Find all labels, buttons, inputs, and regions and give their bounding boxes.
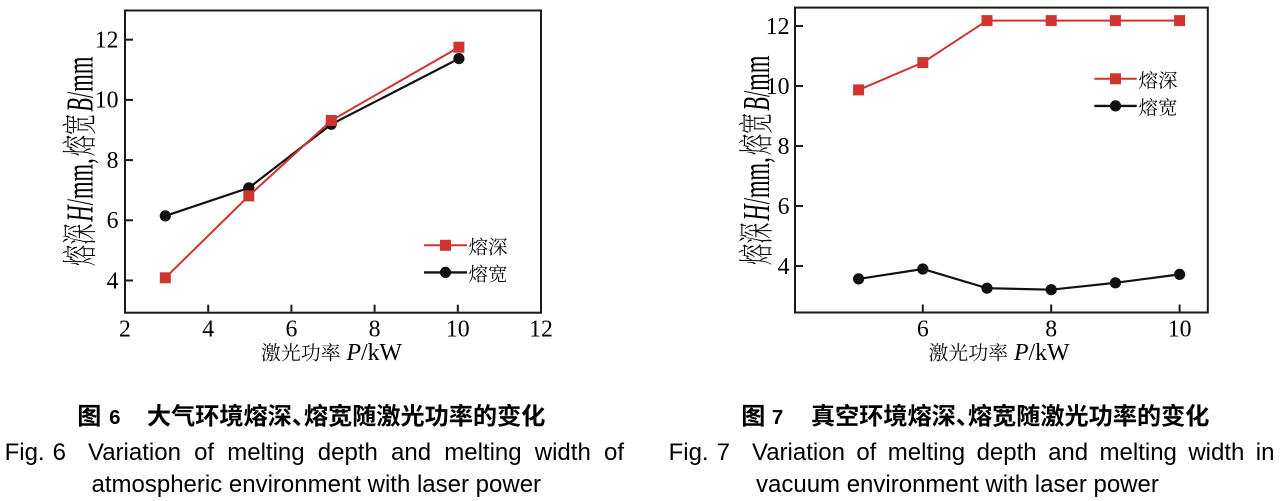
- svg-text:H/mm,: H/mm,: [735, 157, 778, 221]
- svg-text:7: 7: [772, 406, 783, 429]
- svg-text:10: 10: [1168, 316, 1192, 342]
- svg-text:4: 4: [202, 316, 214, 342]
- svg-text:B/mm: B/mm: [58, 56, 101, 112]
- svg-text:10: 10: [766, 74, 790, 100]
- svg-text:B/mm: B/mm: [735, 55, 778, 111]
- svg-text:10: 10: [95, 88, 119, 114]
- svg-text:2: 2: [119, 316, 131, 342]
- svg-text:6: 6: [285, 316, 297, 342]
- svg-text:4: 4: [778, 254, 790, 280]
- svg-text:8: 8: [107, 148, 119, 174]
- svg-text:12: 12: [95, 28, 119, 54]
- svg-text:6: 6: [107, 208, 119, 234]
- svg-text:H/mm,: H/mm,: [58, 158, 101, 222]
- svg-text:P/kW: P/kW: [346, 340, 403, 366]
- svg-text:8: 8: [369, 316, 381, 342]
- svg-text:P/kW: P/kW: [1013, 340, 1070, 366]
- svg-text:8: 8: [778, 134, 790, 160]
- svg-text:10: 10: [446, 316, 470, 342]
- svg-text:12: 12: [766, 14, 790, 40]
- svg-text:8: 8: [1045, 316, 1057, 342]
- svg-text:6: 6: [778, 194, 790, 220]
- svg-text:4: 4: [107, 268, 119, 294]
- svg-text:6: 6: [917, 316, 929, 342]
- svg-text:6: 6: [109, 406, 120, 429]
- svg-text:12: 12: [529, 316, 553, 342]
